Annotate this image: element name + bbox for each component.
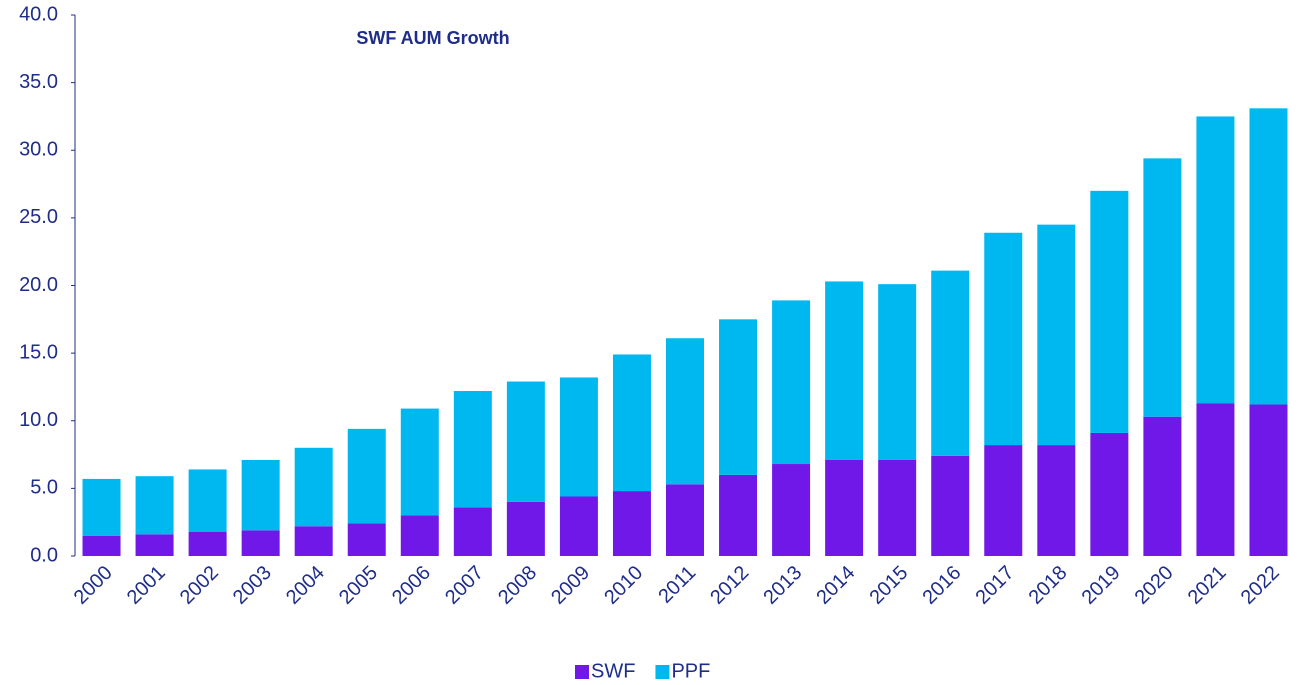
bar-segment (1196, 116, 1235, 404)
x-tick-label: 2014 (812, 562, 859, 609)
bar-segment (559, 496, 598, 556)
bar-segment (666, 484, 704, 556)
bar-segment (878, 459, 917, 556)
bar-segment (400, 408, 439, 516)
x-tick-label: 2022 (1237, 562, 1284, 609)
bar-segment (772, 464, 811, 556)
x-tick-label: 2010 (600, 562, 647, 609)
chart-title: SWF AUM Growth (356, 28, 509, 48)
bar-segment (1143, 158, 1182, 417)
bar-segment (506, 501, 545, 556)
bar-segment (294, 447, 333, 527)
bar-segment (453, 507, 492, 556)
bar-segment (931, 270, 970, 456)
x-tick-label: 2006 (388, 562, 435, 609)
bar-segment (1090, 190, 1129, 433)
bar-segment (82, 535, 121, 556)
bar-segment (931, 455, 970, 556)
bar-segment (188, 531, 227, 556)
y-tick-label: 10.0 (19, 409, 58, 431)
legend-swatch (655, 665, 670, 679)
legend-label: PPF (671, 660, 710, 682)
x-tick-label: 2004 (282, 562, 329, 609)
x-tick-label: 2009 (547, 562, 594, 609)
x-tick-label: 2002 (176, 562, 223, 609)
x-tick-label: 2005 (335, 562, 382, 609)
y-tick-label: 20.0 (19, 274, 58, 296)
bar-segment (294, 526, 333, 556)
bar-segment (506, 381, 545, 502)
y-tick-label: 40.0 (19, 3, 58, 25)
bar-segment (82, 478, 121, 536)
bar-segment (1196, 403, 1235, 556)
bar-segment (135, 476, 174, 535)
x-tick-label: 2015 (865, 562, 912, 609)
bar-segment (1037, 445, 1076, 556)
bar-segment (772, 300, 811, 465)
x-tick-label: 2011 (654, 562, 700, 608)
bar-segment (1143, 416, 1182, 556)
bar-segment (984, 232, 1023, 446)
bar-segment (188, 469, 227, 532)
bar-segment (347, 428, 386, 524)
x-tick-label: 2008 (494, 562, 541, 609)
bar-segment (878, 284, 917, 460)
x-tick-label: 2018 (1025, 562, 1072, 609)
bar-segment (719, 474, 758, 556)
x-tick-label: 2019 (1078, 562, 1125, 609)
x-tick-label: 2013 (759, 562, 806, 609)
y-tick-label: 15.0 (19, 341, 58, 363)
bar-segment (1249, 108, 1288, 405)
x-tick-label: 2021 (1184, 562, 1231, 609)
y-tick-label: 25.0 (19, 206, 58, 228)
bar-segment (1037, 224, 1076, 446)
y-tick-label: 5.0 (30, 477, 58, 499)
bar-segment (719, 319, 758, 475)
legend-swatch (575, 665, 589, 679)
x-tick-label: 2012 (706, 562, 753, 609)
bar-segment (984, 445, 1023, 556)
bar-segment (241, 530, 280, 556)
bar-segment (135, 534, 174, 556)
x-tick-label: 2007 (441, 562, 488, 609)
legend-label: SWF (591, 660, 635, 682)
bar-segment (1090, 432, 1129, 556)
x-tick-label: 2020 (1131, 562, 1178, 609)
y-tick-label: 0.0 (30, 544, 58, 566)
bar-segment (666, 338, 704, 485)
bar-segment (559, 377, 598, 497)
bar-segment (825, 281, 864, 460)
bar-segment (612, 491, 651, 556)
bar-segment (347, 523, 386, 556)
bar-segment (825, 459, 864, 556)
x-tick-label: 2016 (918, 562, 965, 609)
x-tick-label: 2017 (972, 562, 1019, 609)
bar-segment (1249, 404, 1288, 556)
x-tick-label: 2000 (70, 562, 117, 609)
x-tick-label: 2003 (229, 562, 276, 609)
bar-segment (241, 459, 280, 531)
x-tick-label: 2001 (123, 562, 170, 609)
bar-segment (612, 354, 651, 492)
y-tick-label: 30.0 (19, 139, 58, 161)
bar-segment (453, 390, 492, 508)
bar-segment (400, 515, 439, 556)
y-tick-label: 35.0 (19, 71, 58, 93)
